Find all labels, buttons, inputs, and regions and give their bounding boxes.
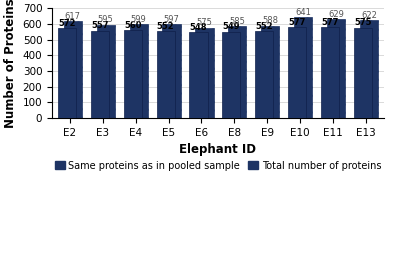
Text: 575: 575 bbox=[354, 18, 372, 27]
Bar bbox=[288, 28, 306, 118]
Bar bbox=[261, 26, 279, 118]
Text: 577: 577 bbox=[288, 18, 306, 27]
Text: 577: 577 bbox=[322, 18, 339, 27]
Text: 548: 548 bbox=[190, 22, 207, 32]
Text: 595: 595 bbox=[98, 15, 114, 24]
Bar bbox=[91, 31, 109, 118]
Text: 552: 552 bbox=[157, 22, 174, 31]
Text: 557: 557 bbox=[91, 21, 108, 30]
Text: 599: 599 bbox=[131, 14, 146, 23]
Text: 622: 622 bbox=[361, 11, 377, 20]
Bar bbox=[64, 21, 82, 118]
Bar bbox=[195, 28, 214, 118]
Bar bbox=[130, 24, 148, 118]
Bar bbox=[255, 31, 274, 118]
Text: 588: 588 bbox=[262, 16, 278, 25]
Text: 641: 641 bbox=[295, 8, 311, 17]
Bar bbox=[97, 25, 115, 118]
Bar bbox=[58, 28, 76, 118]
Y-axis label: Number of Proteins: Number of Proteins bbox=[4, 0, 17, 128]
Legend: Same proteins as in pooled sample, Total number of proteins: Same proteins as in pooled sample, Total… bbox=[51, 157, 385, 174]
Text: 575: 575 bbox=[196, 18, 212, 27]
Bar bbox=[190, 32, 208, 118]
Text: 572: 572 bbox=[58, 19, 76, 28]
Text: 560: 560 bbox=[124, 21, 142, 30]
Bar bbox=[156, 31, 175, 118]
X-axis label: Elephant ID: Elephant ID bbox=[180, 143, 256, 156]
Bar bbox=[222, 32, 240, 118]
Bar bbox=[162, 24, 180, 118]
Text: 617: 617 bbox=[65, 12, 81, 21]
Bar bbox=[228, 26, 246, 118]
Text: 585: 585 bbox=[230, 17, 245, 26]
Text: 549: 549 bbox=[223, 22, 240, 31]
Text: 597: 597 bbox=[164, 15, 180, 24]
Bar bbox=[124, 30, 142, 118]
Text: 629: 629 bbox=[328, 10, 344, 19]
Bar bbox=[294, 17, 312, 118]
Bar bbox=[327, 19, 345, 118]
Bar bbox=[360, 20, 378, 118]
Text: 552: 552 bbox=[256, 22, 273, 31]
Bar bbox=[354, 28, 372, 118]
Bar bbox=[321, 28, 339, 118]
